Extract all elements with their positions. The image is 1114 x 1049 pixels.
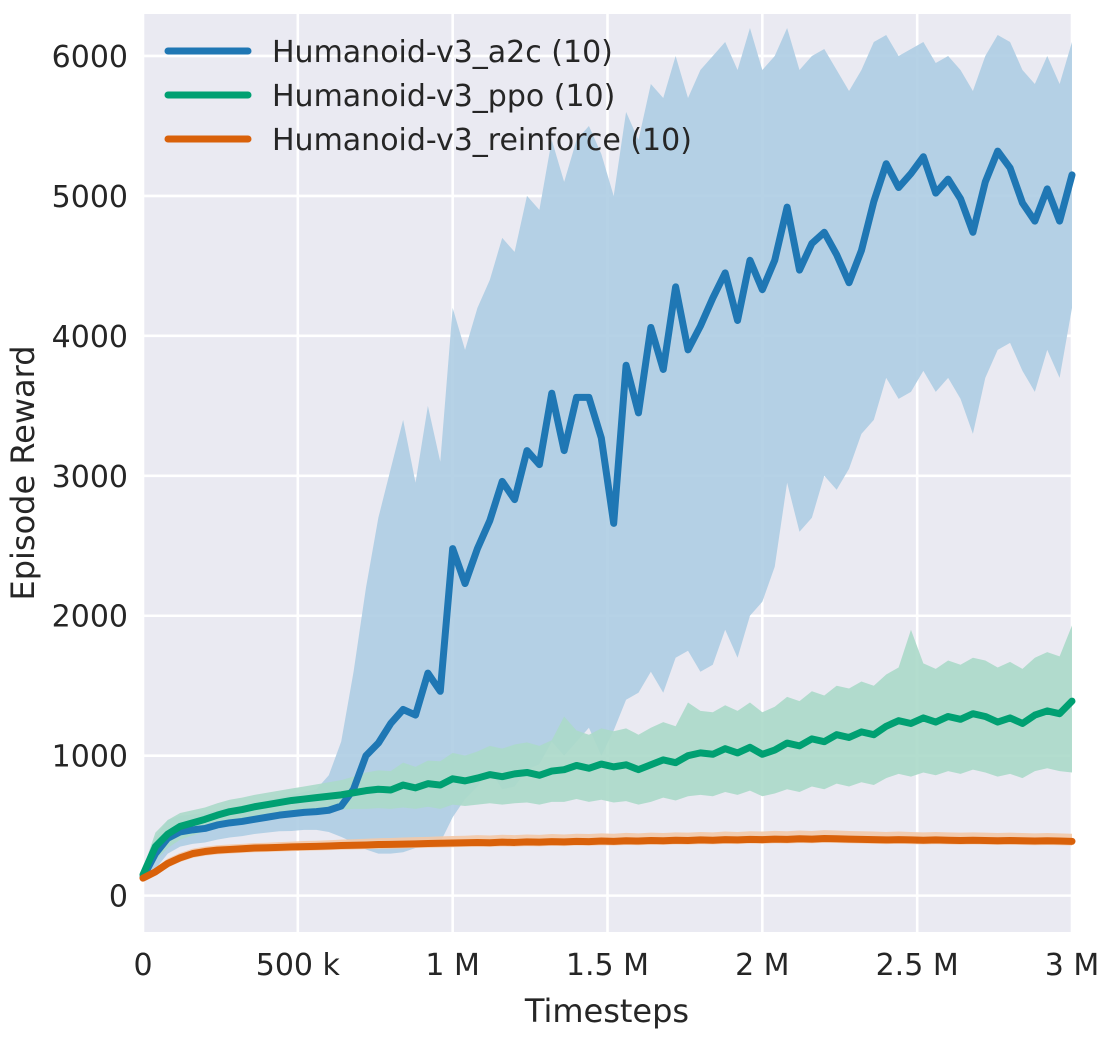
legend-label-1: Humanoid-v3_ppo (10) [272, 79, 615, 114]
confidence-band-1 [143, 625, 1072, 881]
x-tick-label: 2.5 M [876, 948, 959, 983]
y-tick-label: 3000 [52, 460, 128, 495]
confidence-band-0 [143, 27, 1072, 882]
series-line-0 [139, 147, 1076, 881]
legend-label-0: Humanoid-v3_a2c (10) [272, 35, 613, 70]
legend: Humanoid-v3_a2c (10) Humanoid-v3_ppo (10)… [164, 35, 692, 158]
series-lines [139, 147, 1076, 882]
y-tick-label: 2000 [52, 600, 128, 635]
series-line-1 [139, 697, 1076, 879]
y-tick-label: 0 [109, 880, 128, 915]
legend-label-2: Humanoid-v3_reinforce (10) [272, 123, 692, 158]
y-tick-label: 1000 [52, 740, 128, 775]
y-tick-label: 6000 [52, 40, 128, 75]
y-tick-label: 4000 [52, 320, 128, 355]
y-axis-tick-labels: 0 1000 2000 3000 4000 5000 6000 [52, 40, 128, 915]
y-axis-title: Episode Reward [4, 345, 42, 600]
x-tick-label: 0 [133, 948, 152, 983]
x-tick-label: 500 k [256, 948, 341, 983]
x-axis-title: Timesteps [524, 992, 689, 1030]
x-axis-tick-labels: 0 500 k 1 M 1.5 M 2 M 2.5 M 3 M [133, 948, 1099, 983]
x-tick-label: 2 M [735, 948, 790, 983]
x-tick-label: 3 M [1045, 948, 1100, 983]
x-tick-label: 1.5 M [566, 948, 649, 983]
y-tick-label: 5000 [52, 180, 128, 215]
series-line-2 [139, 835, 1076, 882]
x-tick-label: 1 M [425, 948, 480, 983]
